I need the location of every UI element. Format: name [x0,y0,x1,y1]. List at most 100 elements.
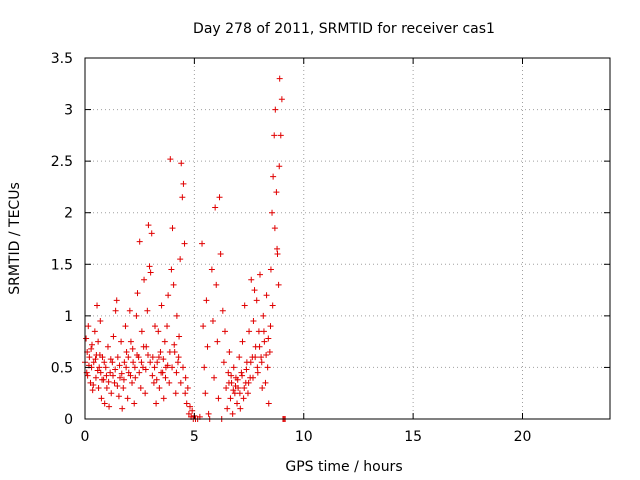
data-point [276,75,283,82]
data-point [202,390,209,397]
data-point [149,372,156,379]
data-point [212,204,219,211]
chart-title: Day 278 of 2011, SRMTID for receiver cas… [193,21,495,37]
data-point [141,276,148,283]
data-point [158,369,165,376]
data-point [166,379,173,386]
data-point [258,359,265,366]
y-tick-label: 3.5 [51,51,73,67]
data-point [250,318,257,325]
data-point [157,348,164,355]
data-point [110,372,116,379]
data-point [145,222,152,229]
data-point [260,328,267,335]
data-point [122,323,129,330]
data-point [263,352,270,359]
data-point [150,379,157,386]
data-point [114,382,121,389]
data-point [171,341,178,348]
data-point [267,266,274,273]
data-point [99,376,106,383]
data-point [103,385,110,392]
data-point [117,374,123,381]
data-point [115,393,122,400]
data-point [108,390,115,397]
data-point [131,364,138,371]
data-point [175,354,182,361]
data-point [223,385,230,392]
data-point [255,328,262,335]
data-point [107,369,114,376]
data-point [173,312,180,319]
data-point [147,359,154,366]
data-point [95,385,102,392]
data-point [169,225,176,232]
data-point [178,160,185,167]
grid [85,58,610,419]
data-point [254,364,261,371]
data-point [134,290,141,297]
data-point [263,292,270,299]
data-point [131,400,138,407]
data-point [158,302,165,309]
data-point [91,328,98,335]
data-point [174,359,181,366]
data-point [123,364,130,371]
data-point [237,405,244,412]
data-point [145,352,151,359]
data-point [269,302,276,309]
data-point [183,400,190,407]
data-point [271,132,278,139]
data-point [275,281,282,288]
data-point [248,276,255,283]
data-point [245,379,252,386]
data-point [142,390,149,397]
data-point [243,366,250,373]
y-tick-label: 1.5 [51,257,73,273]
data-point [125,354,132,361]
x-tick-label: 20 [514,429,532,445]
data-point [107,356,114,363]
data-point [136,238,143,245]
data-point [173,369,180,376]
data-point [271,225,278,232]
data-point [214,338,221,345]
data-point [182,390,189,397]
data-point [109,359,116,366]
data-point [172,390,179,397]
data-point [276,163,283,170]
data-point [185,410,192,417]
data-point [167,156,174,163]
data-point [160,395,167,402]
data-point [231,390,238,397]
data-point [219,307,226,314]
data-point [83,335,90,342]
data-point [215,395,222,402]
data-point [177,379,184,386]
data-point [234,376,241,383]
data-point [239,338,246,345]
data-point [132,374,139,381]
y-tick-label: 1 [64,309,73,325]
data-point [153,400,160,407]
data-point [129,345,136,352]
data-point [236,354,243,361]
data-point [203,297,210,304]
data-point [250,374,256,381]
data-point [220,359,227,366]
x-axis-title: GPS time / hours [285,459,402,475]
data-point [151,364,158,371]
x-axis: 0 5 10 15 20 [81,58,532,445]
data-point [85,323,92,330]
data-point [112,366,119,373]
data-point [216,194,223,201]
data-point [106,403,113,410]
data-point [226,348,233,355]
data-point [149,354,156,361]
data-point [138,328,145,335]
y-tick-label: 2.5 [51,154,73,170]
data-point [259,385,266,392]
x-tick-label: 0 [81,429,90,445]
data-point [155,354,162,361]
data-point [201,364,208,371]
